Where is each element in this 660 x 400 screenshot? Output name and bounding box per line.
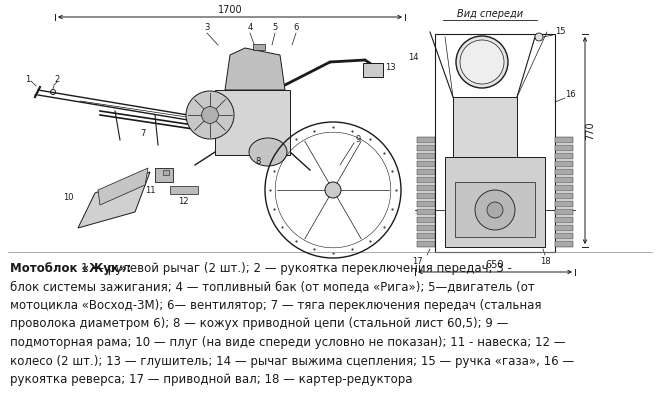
Text: 16: 16 xyxy=(565,90,576,99)
Text: блок системы зажигания; 4 — топливный бак (от мопеда «Рига»); 5—двигатель (от: блок системы зажигания; 4 — топливный ба… xyxy=(10,280,535,294)
Circle shape xyxy=(535,33,543,41)
Circle shape xyxy=(460,40,504,84)
Bar xyxy=(417,169,435,175)
Text: 6: 6 xyxy=(293,23,299,32)
Bar xyxy=(555,153,573,159)
Bar xyxy=(155,168,173,182)
Text: рукоятка реверса; 17 — приводной вал; 18 — картер-редуктора: рукоятка реверса; 17 — приводной вал; 18… xyxy=(10,373,412,386)
Bar xyxy=(555,137,573,143)
Bar xyxy=(555,225,573,231)
Text: Ж У К: Ж У К xyxy=(469,56,496,64)
Bar xyxy=(417,193,435,199)
Text: Мотоблок «Жук»:: Мотоблок «Жук»: xyxy=(10,262,135,275)
Bar xyxy=(555,145,573,151)
Bar xyxy=(555,217,573,223)
Bar xyxy=(363,63,383,77)
Circle shape xyxy=(325,182,341,198)
Bar xyxy=(417,217,435,223)
Text: 11: 11 xyxy=(145,186,155,195)
Bar xyxy=(555,241,573,247)
Text: Вид спереди: Вид спереди xyxy=(457,9,523,19)
Bar xyxy=(163,170,169,175)
Polygon shape xyxy=(98,168,148,205)
Text: 1: 1 xyxy=(25,76,30,84)
Text: 1 — рулевой рычаг (2 шт.); 2 — рукоятка переключения передач; 3 -: 1 — рулевой рычаг (2 шт.); 2 — рукоятка … xyxy=(81,262,512,275)
Bar xyxy=(435,34,555,252)
Text: 650: 650 xyxy=(486,260,504,270)
Text: 17: 17 xyxy=(412,257,422,266)
Circle shape xyxy=(456,36,508,88)
Bar xyxy=(417,201,435,207)
Text: колесо (2 шт.); 13 — глушитель; 14 — рычаг выжима сцепления; 15 — ручка «газа», : колесо (2 шт.); 13 — глушитель; 14 — рыч… xyxy=(10,354,574,368)
Bar xyxy=(555,209,573,215)
Text: 10: 10 xyxy=(63,193,73,202)
Text: 9: 9 xyxy=(355,135,360,144)
Bar xyxy=(417,177,435,183)
Text: 3: 3 xyxy=(205,23,210,32)
Bar xyxy=(417,161,435,167)
Text: 14: 14 xyxy=(408,53,418,62)
Bar xyxy=(170,186,198,194)
Bar xyxy=(555,185,573,191)
Ellipse shape xyxy=(475,190,515,230)
Text: 12: 12 xyxy=(178,197,188,206)
Bar xyxy=(555,233,573,239)
Bar xyxy=(555,177,573,183)
Text: 8: 8 xyxy=(255,157,261,166)
Bar xyxy=(417,145,435,151)
Text: подмоторная рама; 10 — плуг (на виде спереди условно не показан); 11 - навеска; : подмоторная рама; 10 — плуг (на виде спе… xyxy=(10,336,566,349)
Text: 5: 5 xyxy=(273,23,278,32)
Text: 18: 18 xyxy=(540,257,550,266)
Bar xyxy=(417,241,435,247)
Polygon shape xyxy=(78,172,150,228)
Text: 13: 13 xyxy=(385,63,395,72)
Text: 15: 15 xyxy=(555,27,566,36)
Bar xyxy=(555,169,573,175)
Ellipse shape xyxy=(249,138,287,166)
Bar xyxy=(417,233,435,239)
Bar xyxy=(453,97,517,157)
Bar xyxy=(445,157,545,247)
Text: мотоцикла «Восход-3М); 6— вентилятор; 7 — тяга переключения передач (стальная: мотоцикла «Восход-3М); 6— вентилятор; 7 … xyxy=(10,299,541,312)
Bar xyxy=(555,161,573,167)
Bar xyxy=(455,182,535,237)
Bar xyxy=(555,201,573,207)
Bar xyxy=(253,44,265,50)
Bar xyxy=(417,153,435,159)
Bar xyxy=(215,90,290,155)
Bar xyxy=(417,225,435,231)
Bar xyxy=(417,209,435,215)
Circle shape xyxy=(201,107,218,123)
Text: 4: 4 xyxy=(248,23,253,32)
Text: 2: 2 xyxy=(54,76,59,84)
Text: 1700: 1700 xyxy=(218,5,242,15)
Text: 770: 770 xyxy=(585,122,595,140)
Circle shape xyxy=(487,202,503,218)
Text: проволока диаметром 6); 8 — кожух приводной цепи (стальной лист 60,5); 9 —: проволока диаметром 6); 8 — кожух привод… xyxy=(10,318,508,330)
Bar xyxy=(417,137,435,143)
Polygon shape xyxy=(225,48,285,90)
Bar xyxy=(555,193,573,199)
Bar xyxy=(417,185,435,191)
Circle shape xyxy=(186,91,234,139)
Text: 7: 7 xyxy=(141,128,146,138)
